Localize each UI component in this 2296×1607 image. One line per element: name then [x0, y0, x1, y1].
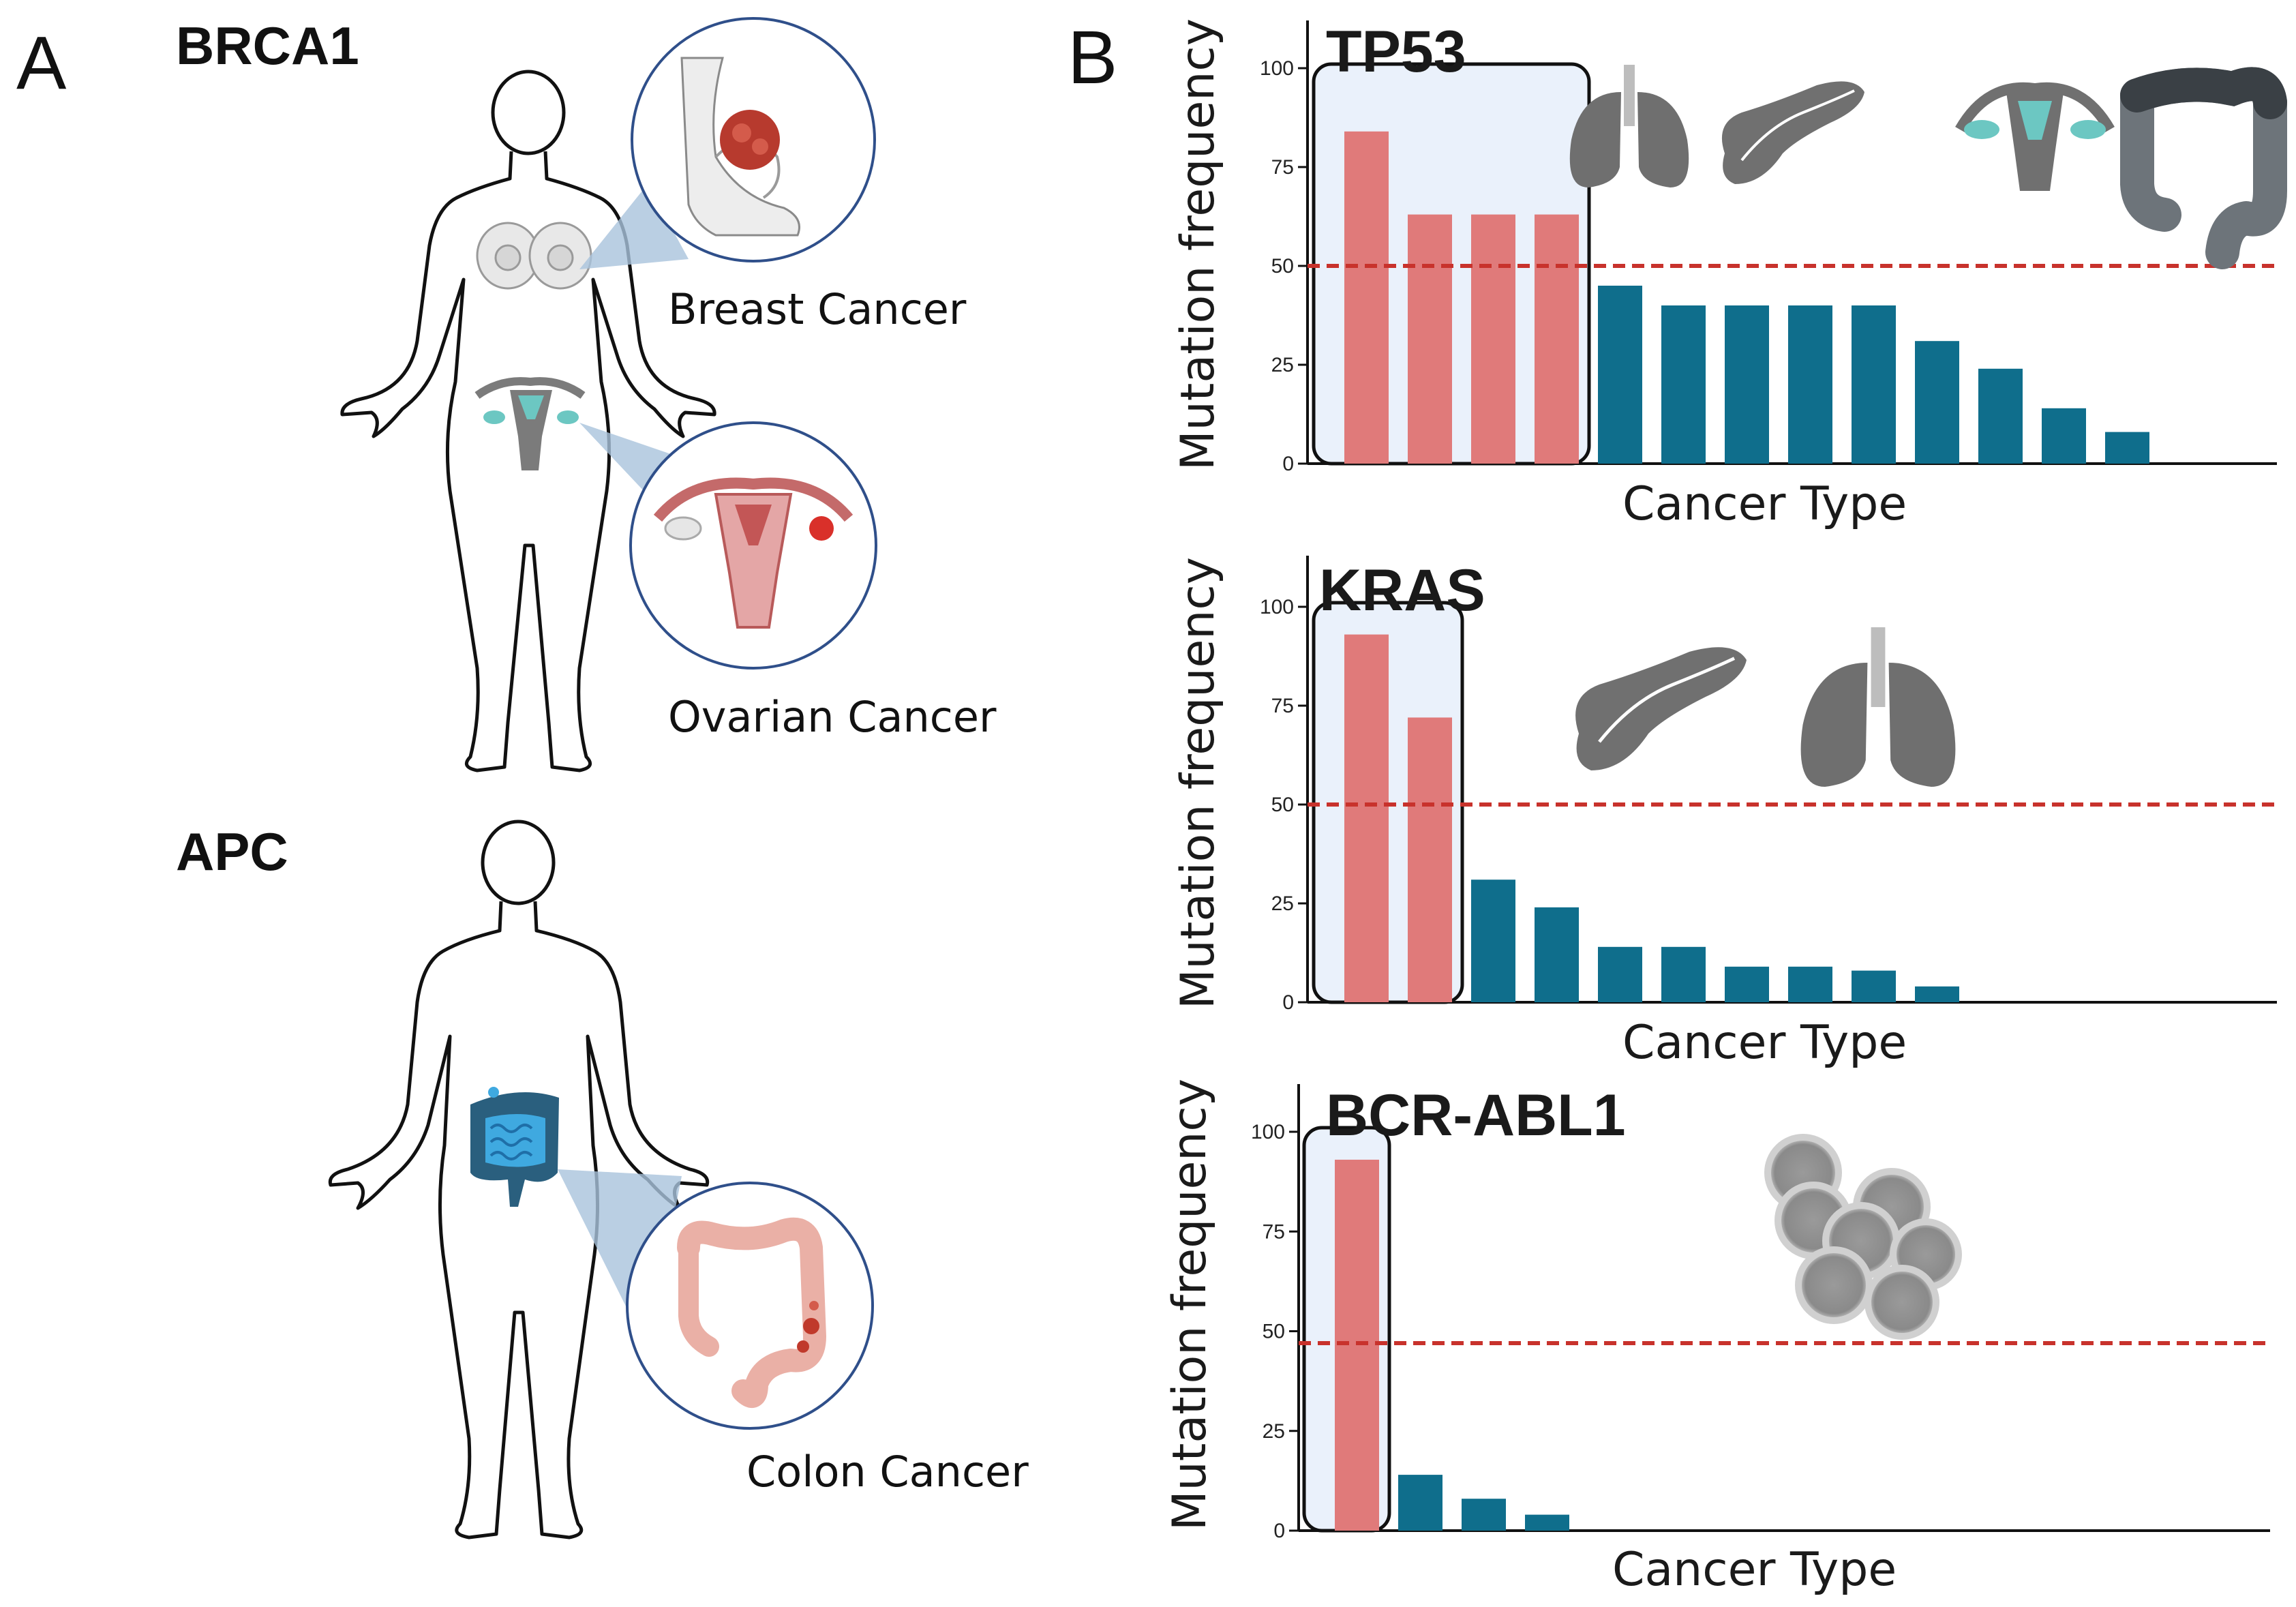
caption-ovarian-cancer: Ovarian Cancer	[668, 692, 997, 742]
y-tick-label: 75	[1271, 695, 1294, 717]
x-axis-label: Cancer Type	[1622, 1016, 1907, 1070]
panel-a-letter: A	[16, 21, 67, 105]
highlighted-bar	[1408, 214, 1452, 464]
bar	[1462, 1499, 1506, 1531]
bar	[1598, 286, 1642, 464]
y-tick-label: 100	[1251, 1121, 1285, 1143]
y-tick-label: 0	[1282, 991, 1294, 1014]
bar	[1535, 907, 1579, 1002]
bar	[1915, 341, 1959, 464]
y-tick-label: 25	[1271, 354, 1294, 376]
bar	[2105, 432, 2149, 464]
female-body-outline-icon	[340, 70, 716, 772]
bar	[2042, 408, 2086, 464]
pancreas-icon	[1575, 647, 1747, 770]
highlighted-bar	[1535, 214, 1579, 464]
bar	[1788, 305, 1832, 464]
y-tick-label: 0	[1273, 1520, 1285, 1542]
bar	[1598, 946, 1642, 1002]
breast-tumor-icon	[680, 57, 800, 237]
chart-tp53: 0 25 50 75 100 TP53 Mutation frequency Cance…	[1171, 18, 2287, 531]
highlighted-bar	[1408, 717, 1452, 1002]
y-tick-label: 75	[1263, 1220, 1285, 1243]
chart-kras: 0 25 50 75 100 KRAS Mutation frequency Cance…	[1171, 556, 2277, 1070]
uterus-small-icon	[474, 377, 586, 470]
panel-b-letter: B	[1068, 16, 1117, 100]
body-outline-icon	[328, 820, 710, 1540]
blood-cells-icon	[1764, 1134, 1962, 1340]
uterus-icon	[1955, 82, 2115, 191]
colon-callout	[626, 1182, 874, 1430]
gene-label-apc: APC	[176, 822, 288, 882]
y-tick-label: 50	[1271, 255, 1294, 277]
panel-b: B 0 25 50 75 100 TP53 Mutation frequency Can…	[1068, 16, 2287, 1597]
pancreas-icon	[1721, 81, 1864, 184]
y-axis-label: Mutation frequency	[1163, 1079, 1217, 1531]
bar	[1661, 305, 1706, 464]
lung-icon	[1800, 627, 1956, 787]
y-tick-label: 0	[1282, 453, 1294, 475]
bar	[1661, 946, 1706, 1002]
panel-a: A BRCA1	[16, 16, 1029, 1540]
y-tick-label: 100	[1260, 57, 1294, 80]
chart-title-kras: KRAS	[1319, 558, 1485, 623]
chart-title-bcr-abl1: BCR-ABL1	[1326, 1083, 1626, 1148]
gene-label-brca1: BRCA1	[176, 16, 359, 76]
bar	[1725, 305, 1769, 464]
ovarian-callout	[629, 421, 877, 670]
highlighted-bar	[1471, 214, 1515, 464]
highlighted-bar	[1344, 131, 1389, 464]
y-tick-label: 25	[1271, 892, 1294, 915]
highlighted-bar	[1344, 634, 1389, 1002]
bar	[1978, 368, 2023, 464]
breast-callout	[631, 17, 876, 262]
chart-bcr-abl1: 0 25 50 75 100 BCR-ABL1 Mutation frequency C…	[1163, 1079, 2270, 1597]
intestine-small-icon	[470, 1087, 559, 1207]
y-tick-label: 75	[1271, 156, 1294, 179]
callout-wedge-breast	[579, 184, 689, 269]
colon-icon	[2120, 67, 2287, 269]
y-tick-label: 100	[1260, 596, 1294, 618]
apc-section: APC Col	[176, 820, 1029, 1540]
x-axis-label: Cancer Type	[1622, 477, 1907, 531]
lung-icon	[1569, 65, 1689, 187]
colon-tumor-icon	[677, 1217, 826, 1408]
y-tick-label: 25	[1263, 1420, 1285, 1443]
y-axis-label: Mutation frequency	[1171, 18, 1225, 470]
bar	[1525, 1514, 1569, 1531]
bar	[1398, 1475, 1442, 1531]
chart-title-tp53: TP53	[1326, 19, 1466, 85]
bar	[1852, 970, 1896, 1002]
bar	[1788, 966, 1832, 1002]
x-axis-label: Cancer Type	[1612, 1543, 1897, 1597]
y-tick-label: 50	[1263, 1321, 1285, 1343]
y-axis-label: Mutation frequency	[1171, 557, 1225, 1009]
ovarian-tumor-icon	[653, 477, 854, 629]
bar	[1725, 966, 1769, 1002]
caption-breast-cancer: Breast Cancer	[668, 284, 967, 334]
bar	[1915, 986, 1959, 1002]
y-tick-label: 50	[1271, 794, 1294, 816]
bar	[1471, 880, 1515, 1002]
brca1-section: BRCA1	[176, 16, 997, 772]
bar	[1852, 305, 1896, 464]
caption-colon-cancer: Colon Cancer	[746, 1447, 1029, 1497]
breast-glands-icon	[476, 222, 592, 290]
